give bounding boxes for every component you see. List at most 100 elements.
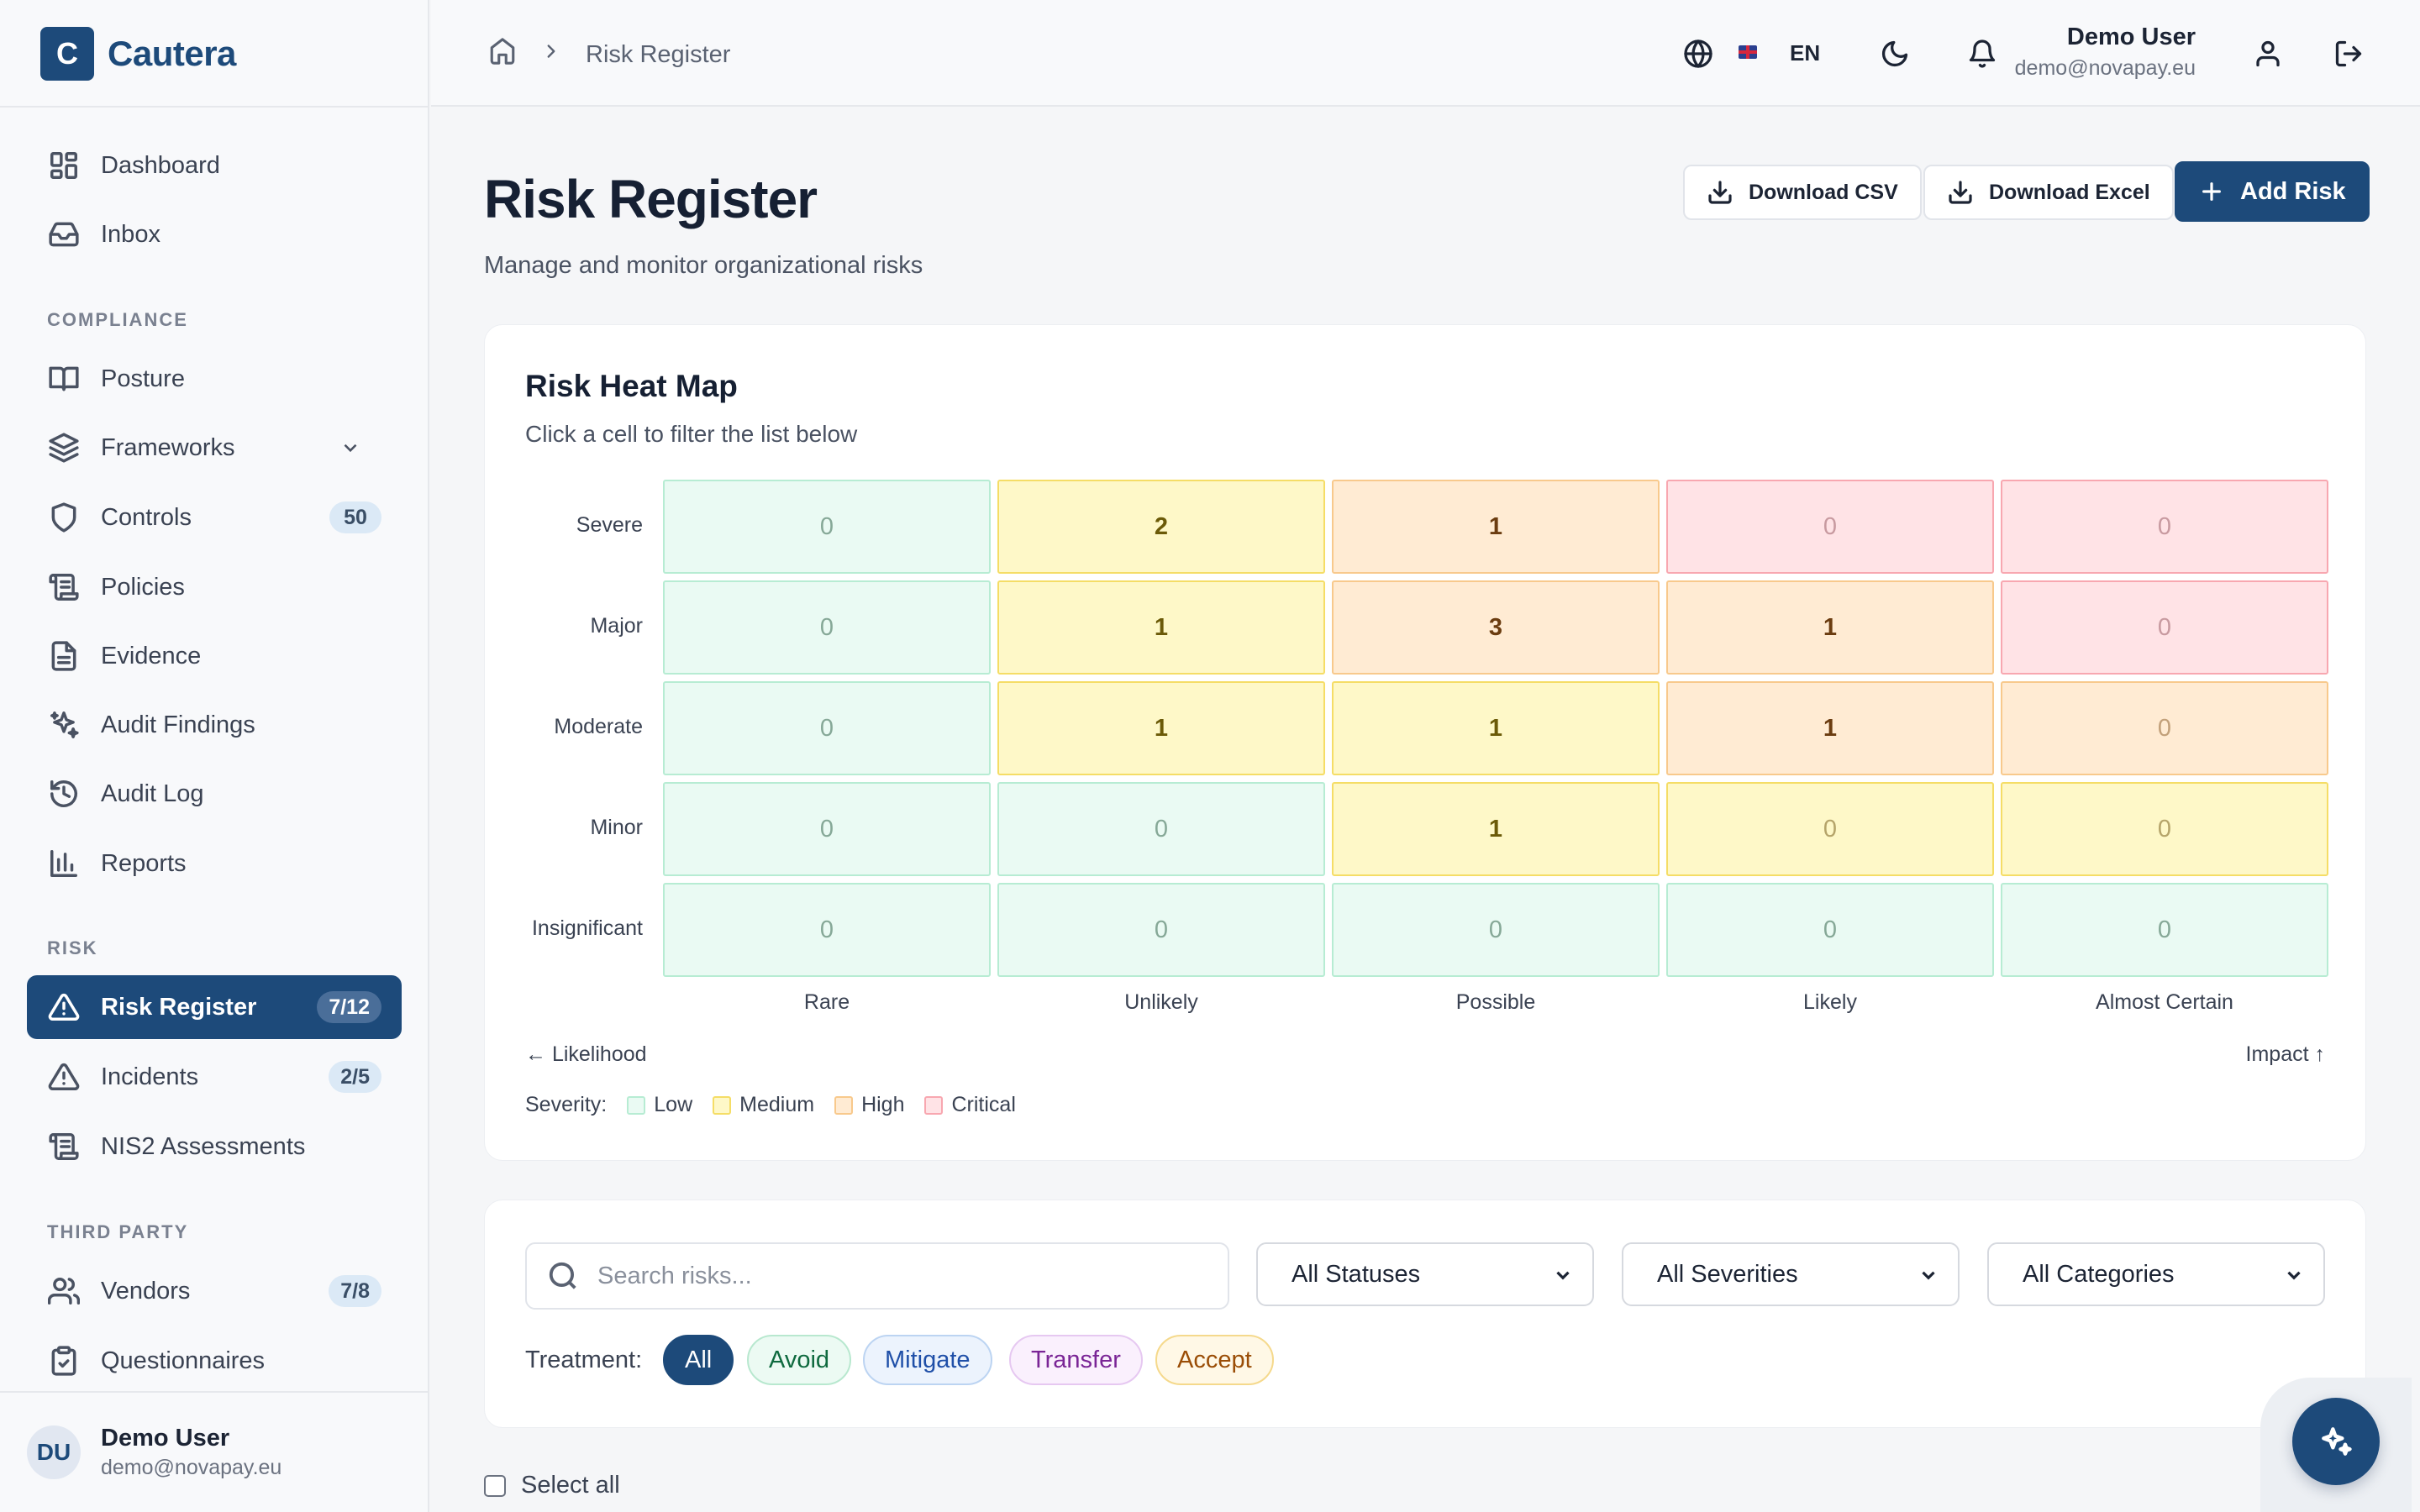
heatmap-cell[interactable]: 0 xyxy=(2001,681,2328,775)
logout-icon[interactable] xyxy=(2332,37,2365,71)
legend-swatch xyxy=(924,1095,944,1115)
heatmap-row-label: Major xyxy=(590,614,643,638)
plus-icon xyxy=(2202,182,2221,201)
heatmap-cell[interactable]: 0 xyxy=(1666,782,1994,876)
sidebar-item-controls[interactable]: Controls 50 xyxy=(27,486,402,549)
heatmap-cell[interactable]: 1 xyxy=(997,580,1325,675)
section-label-compliance: COMPLIANCE xyxy=(47,309,188,330)
add-risk-button[interactable]: Add Risk xyxy=(2175,161,2370,222)
sidebar-item-inbox[interactable]: Inbox xyxy=(27,202,402,266)
moon-icon[interactable] xyxy=(1878,37,1912,71)
search-input[interactable]: Search risks... xyxy=(525,1242,1229,1310)
legend-item-high: High xyxy=(834,1093,904,1117)
sidebar-item-audit-log[interactable]: Audit Log xyxy=(27,762,402,826)
count-badge: 7/8 xyxy=(329,1275,381,1307)
sidebar-item-label: Policies xyxy=(101,573,185,601)
download-excel-button[interactable]: Download Excel xyxy=(1923,165,2174,220)
sidebar-item-label: Risk Register xyxy=(101,993,257,1021)
heatmap-cell[interactable]: 0 xyxy=(663,580,991,675)
breadcrumb-current: Risk Register xyxy=(586,40,731,68)
heatmap-cell[interactable]: 1 xyxy=(997,681,1325,775)
sidebar-item-audit-findings[interactable]: Audit Findings xyxy=(27,693,402,757)
bell-icon[interactable] xyxy=(1965,37,1999,71)
heatmap-cell[interactable]: 1 xyxy=(1332,480,1660,574)
heatmap-cell[interactable]: 0 xyxy=(997,883,1325,977)
heatmap-cell[interactable]: 0 xyxy=(2001,480,2328,574)
heatmap-row-label: Insignificant xyxy=(531,916,643,940)
sidebar-item-label: Posture xyxy=(101,365,185,392)
sidebar-item-dashboard[interactable]: Dashboard xyxy=(27,134,402,197)
heatmap-cell[interactable]: 1 xyxy=(1332,681,1660,775)
heatmap-cell[interactable]: 2 xyxy=(997,480,1325,574)
sidebar-item-label: Evidence xyxy=(101,642,202,669)
treatment-chip-accept[interactable]: Accept xyxy=(1155,1335,1274,1385)
brand[interactable]: C Cautera xyxy=(40,27,236,81)
heatmap-cell[interactable]: 0 xyxy=(1666,480,1994,574)
sidebar-item-reports[interactable]: Reports xyxy=(27,832,402,895)
brand-logo: C xyxy=(40,27,94,81)
heatmap-cell[interactable]: 0 xyxy=(997,782,1325,876)
heatmap-title: Risk Heat Map xyxy=(525,369,738,403)
sidebar-user[interactable]: DU Demo User demo@novapay.eu xyxy=(27,1425,281,1480)
treatment-chip-mitigate[interactable]: Mitigate xyxy=(863,1335,992,1385)
legend-item-low: Low xyxy=(627,1093,692,1117)
heatmap-cell[interactable]: 3 xyxy=(1332,580,1660,675)
sidebar-item-vendors[interactable]: Vendors 7/8 xyxy=(27,1259,402,1323)
search-placeholder: Search risks... xyxy=(597,1262,752,1289)
heatmap-cell[interactable]: 0 xyxy=(2001,883,2328,977)
select-value: All Severities xyxy=(1657,1260,1798,1288)
heatmap-cell[interactable]: 0 xyxy=(1666,883,1994,977)
status-select[interactable]: All Statuses xyxy=(1256,1242,1594,1306)
language-selector[interactable]: EN xyxy=(1790,40,1821,66)
heatmap-cell[interactable]: 1 xyxy=(1332,782,1660,876)
ai-assistant-button[interactable] xyxy=(2292,1398,2380,1485)
select-all-checkbox[interactable] xyxy=(484,1474,506,1497)
layers-icon xyxy=(47,431,81,465)
heatmap-cell[interactable]: 0 xyxy=(2001,782,2328,876)
heatmap-cell[interactable]: 0 xyxy=(663,782,991,876)
count-badge: 7/12 xyxy=(317,991,381,1023)
user-icon[interactable] xyxy=(2251,37,2285,71)
heatmap-cell[interactable]: 0 xyxy=(2001,580,2328,675)
sidebar-item-label: Controls xyxy=(101,503,192,531)
section-label-third-party: THIRD PARTY xyxy=(47,1221,189,1242)
heatmap-cell[interactable]: 0 xyxy=(663,480,991,574)
sidebar-item-label: Vendors xyxy=(101,1277,191,1305)
sidebar-item-risk-register[interactable]: Risk Register 7/12 xyxy=(27,975,402,1039)
header-user[interactable]: Demo User demo@novapay.eu xyxy=(1944,24,2196,81)
chevron-down-icon[interactable] xyxy=(339,437,361,459)
heatmap-cell[interactable]: 1 xyxy=(1666,580,1994,675)
button-label: Add Risk xyxy=(2240,177,2346,205)
heatmap-cell[interactable]: 1 xyxy=(1666,681,1994,775)
select-value: All Statuses xyxy=(1292,1260,1421,1288)
sidebar-item-questionnaires[interactable]: Questionnaires xyxy=(27,1329,402,1393)
legend-text: Critical xyxy=(951,1093,1016,1116)
home-icon[interactable] xyxy=(488,37,517,72)
chevron-down-icon xyxy=(1918,1264,1939,1286)
treatment-chip-all[interactable]: All xyxy=(663,1335,734,1385)
select-all[interactable]: Select all xyxy=(484,1472,620,1499)
section-label-risk: RISK xyxy=(47,937,98,958)
button-label: Download CSV xyxy=(1749,180,1898,204)
legend-text: Low xyxy=(654,1093,693,1116)
legend-swatch xyxy=(627,1095,646,1115)
sidebar-item-policies[interactable]: Policies xyxy=(27,555,402,619)
sidebar-item-incidents[interactable]: Incidents 2/5 xyxy=(27,1045,402,1109)
heatmap-cell[interactable]: 0 xyxy=(663,681,991,775)
heatmap-cell[interactable]: 0 xyxy=(1332,883,1660,977)
category-select[interactable]: All Categories xyxy=(1987,1242,2325,1306)
user-email: demo@novapay.eu xyxy=(101,1456,282,1479)
sidebar-item-nis2-assessments[interactable]: NIS2 Assessments xyxy=(27,1115,402,1179)
download-csv-button[interactable]: Download CSV xyxy=(1683,165,1922,220)
severity-select[interactable]: All Severities xyxy=(1622,1242,1960,1306)
sidebar-item-evidence[interactable]: Evidence xyxy=(27,624,402,688)
treatment-chip-transfer[interactable]: Transfer xyxy=(1009,1335,1143,1385)
sidebar-item-frameworks[interactable]: Frameworks xyxy=(27,416,402,480)
treatment-chip-avoid[interactable]: Avoid xyxy=(747,1335,852,1385)
heatmap-col-label: Possible xyxy=(1455,990,1536,1014)
globe-icon[interactable] xyxy=(1681,37,1715,71)
sidebar-item-posture[interactable]: Posture xyxy=(27,347,402,411)
legend-text: High xyxy=(861,1093,905,1116)
select-all-label: Select all xyxy=(521,1472,620,1499)
heatmap-cell[interactable]: 0 xyxy=(663,883,991,977)
